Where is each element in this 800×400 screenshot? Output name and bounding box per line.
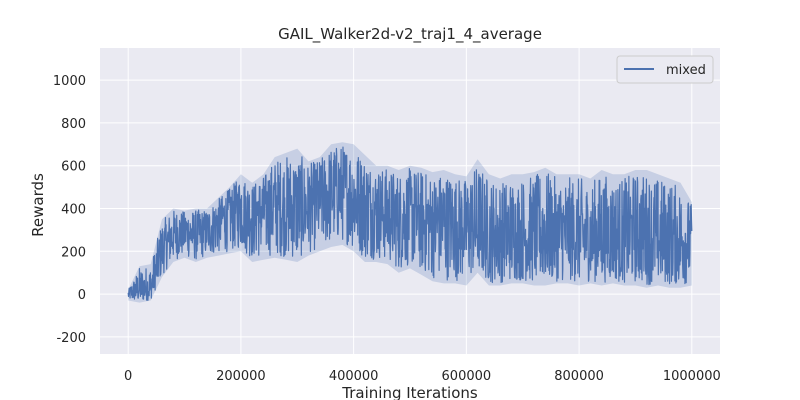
x-axis-label: Training Iterations	[341, 384, 478, 400]
y-tick-label: 0	[78, 288, 86, 303]
legend: mixed	[616, 55, 714, 84]
y-tick-label: 400	[61, 202, 86, 217]
x-tick-label: 600000	[442, 369, 492, 384]
x-tick-label: 200000	[216, 369, 266, 384]
chart-title: GAIL_Walker2d-v2_traj1_4_average	[278, 25, 542, 44]
legend-box	[616, 55, 714, 84]
y-tick-label: 200	[61, 245, 86, 260]
x-tick-label: 800000	[554, 369, 604, 384]
y-axis-label: Rewards	[29, 173, 47, 237]
x-tick-label: 1000000	[663, 369, 721, 384]
y-tick-label: 800	[61, 117, 86, 132]
y-axis-ticks: -200 0 200 400 600 800 1000	[53, 74, 86, 346]
legend-label: mixed	[666, 63, 706, 78]
series-line-layer	[127, 146, 693, 301]
y-tick-label: 1000	[53, 74, 86, 89]
series-noise-line	[127, 146, 693, 301]
y-tick-label: 600	[61, 160, 86, 175]
x-tick-label: 400000	[329, 369, 379, 384]
x-axis-ticks: 0 200000 400000 600000 800000 1000000	[124, 369, 721, 384]
y-tick-label: -200	[56, 331, 86, 346]
x-tick-label: 0	[124, 369, 132, 384]
